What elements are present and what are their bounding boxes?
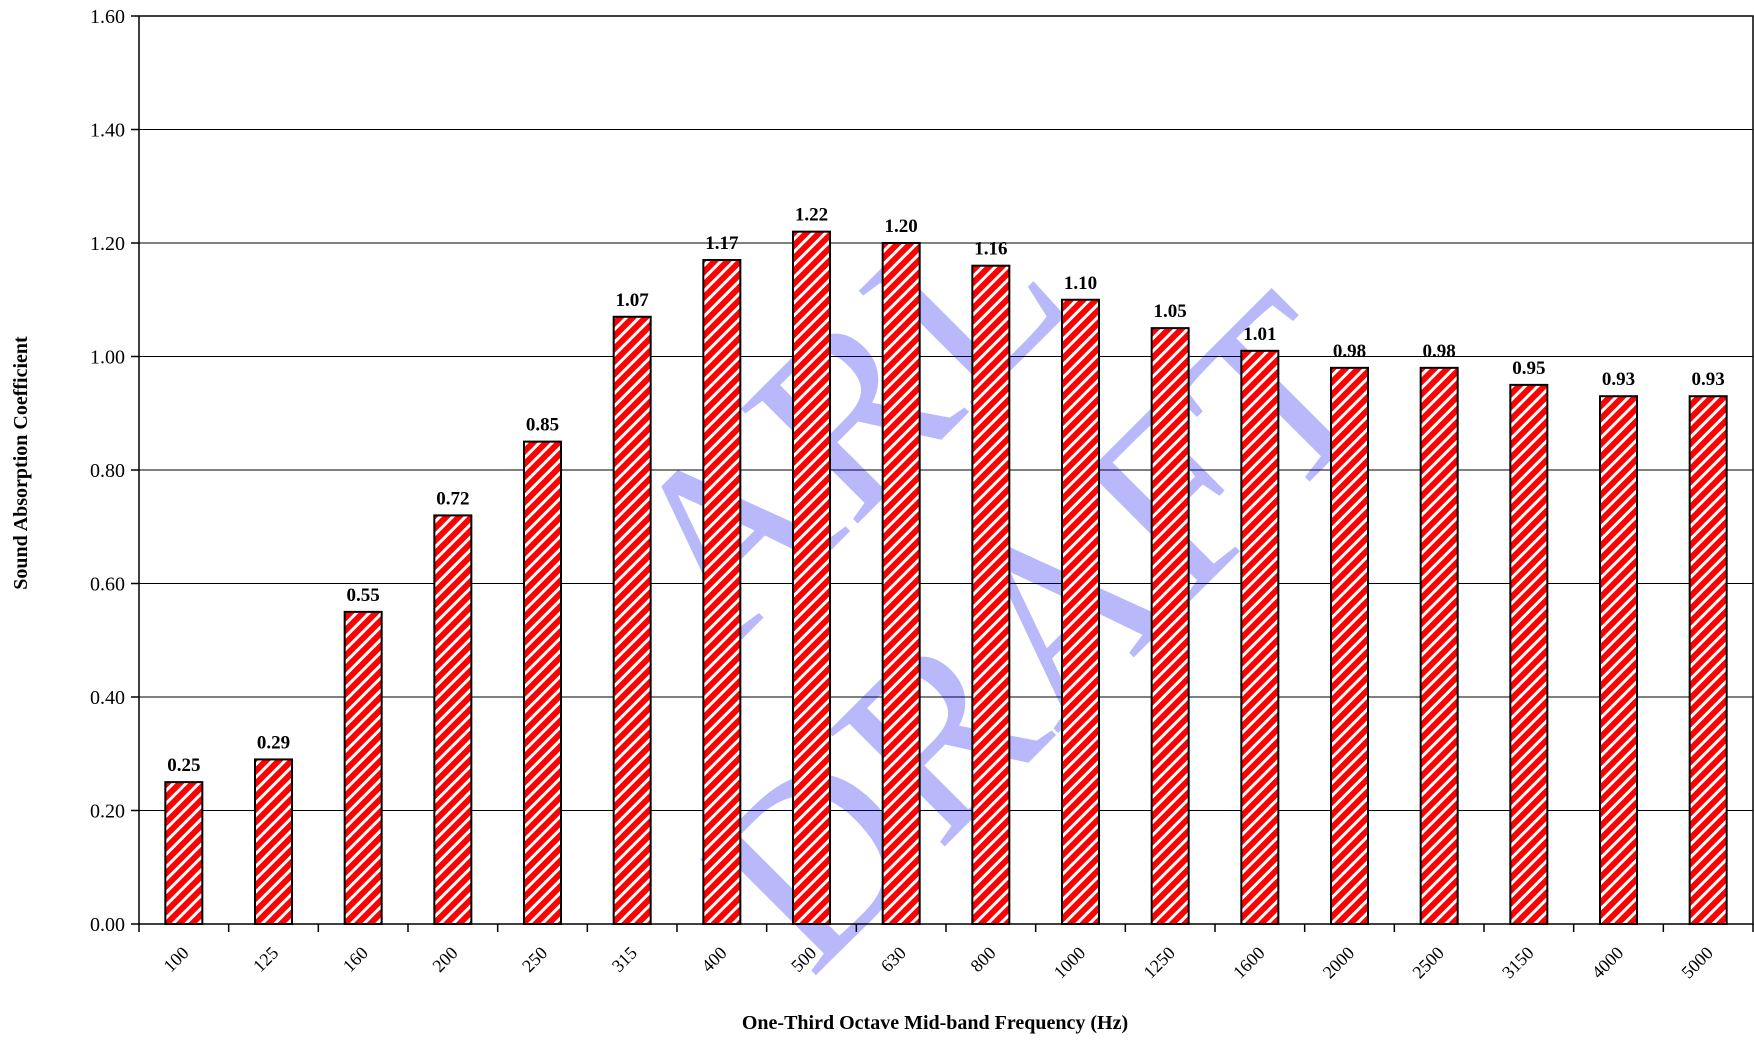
x-tick-label: 4000	[1588, 943, 1628, 983]
x-tick-label: 2500	[1408, 943, 1448, 983]
bar-5000	[1688, 395, 1728, 926]
bar-2500	[1419, 366, 1459, 926]
data-label-500: 1.22	[795, 205, 828, 226]
x-tick-label: 400	[697, 943, 730, 976]
data-label-160: 0.55	[347, 585, 380, 606]
y-tick-label: 0.80	[90, 460, 125, 482]
bar-315	[612, 315, 652, 925]
data-label-200: 0.72	[436, 488, 469, 509]
data-labels: 0.25 0.29 0.55 0.72 0.85 1.07 1.17 1.22 1.20 1.16…	[167, 205, 1725, 776]
x-axis-title: One-Third Octave Mid-band Frequency (Hz)	[742, 1012, 1128, 1034]
x-tick-label: 1600	[1229, 943, 1269, 983]
bar-1000	[1061, 298, 1100, 925]
bar-4000	[1599, 395, 1638, 926]
y-tick-label: 0.60	[90, 574, 125, 596]
y-tick-label: 1.60	[90, 6, 125, 28]
data-label-5000: 0.93	[1692, 369, 1725, 390]
data-label-2000: 0.98	[1333, 341, 1366, 362]
y-tick-label: 0.40	[90, 687, 125, 709]
y-tick-label: 1.00	[90, 347, 125, 369]
bar-125	[254, 758, 293, 925]
bar-500	[792, 230, 831, 925]
bar-400	[702, 259, 742, 925]
y-axis-title: Sound Absorption Coefficient	[10, 336, 32, 590]
y-axis: 0.00 0.20 0.40 0.60 0.80 1.00 1.20 1.40 1.60	[90, 6, 139, 936]
x-tick-label: 250	[518, 943, 551, 976]
x-tick-label: 800	[966, 943, 999, 976]
data-label-2500: 0.98	[1423, 341, 1456, 362]
bar-100	[164, 781, 204, 925]
data-label-1250: 1.05	[1154, 301, 1187, 322]
bar-1600	[1240, 349, 1280, 925]
y-tick-label: 0.00	[90, 914, 125, 936]
data-label-4000: 0.93	[1602, 369, 1635, 390]
x-axis: 100 125 160 200 250 315 400 500 630 800 1000 1250 16…	[138, 924, 1754, 983]
x-tick-label: 160	[339, 943, 372, 976]
bar-250	[523, 440, 562, 925]
data-label-100: 0.25	[167, 755, 200, 776]
data-label-125: 0.29	[257, 732, 290, 753]
x-tick-label: 125	[249, 943, 282, 976]
x-tick-label: 1000	[1050, 943, 1090, 983]
bar-2000	[1330, 366, 1369, 926]
bar-800	[971, 264, 1011, 925]
bar-630	[881, 242, 921, 925]
y-tick-label: 1.20	[90, 233, 125, 255]
bar-200	[433, 514, 473, 926]
x-tick-label: 315	[608, 943, 641, 976]
data-label-250: 0.85	[526, 415, 559, 436]
data-label-1000: 1.10	[1064, 273, 1097, 294]
x-tick-label: 200	[428, 943, 461, 976]
data-label-3150: 0.95	[1512, 358, 1545, 379]
x-tick-label: 1250	[1139, 943, 1179, 983]
data-label-315: 1.07	[616, 290, 650, 311]
x-tick-label: 100	[159, 943, 192, 976]
bars	[164, 230, 1728, 926]
x-tick-label: 2000	[1319, 943, 1359, 983]
gridlines	[139, 129, 1753, 811]
bar-3150	[1509, 383, 1549, 925]
y-tick-label: 1.40	[90, 120, 125, 142]
data-label-800: 1.16	[974, 239, 1007, 260]
y-tick-label: 0.20	[90, 801, 125, 823]
x-tick-label: 3150	[1498, 943, 1538, 983]
data-label-1600: 1.01	[1243, 324, 1276, 345]
data-label-630: 1.20	[885, 216, 918, 237]
data-label-400: 1.17	[705, 233, 739, 254]
bar-160	[343, 610, 383, 925]
x-tick-label: 5000	[1677, 943, 1717, 983]
bar-1250	[1150, 327, 1190, 925]
